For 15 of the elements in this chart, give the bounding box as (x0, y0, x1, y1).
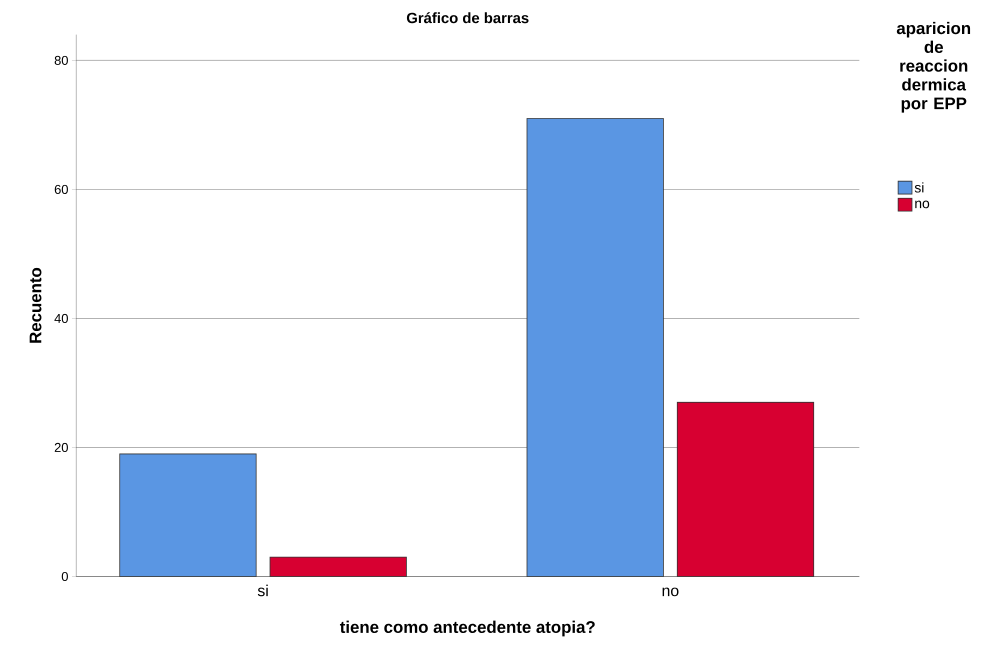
legend-label: no (915, 200, 930, 208)
chart-title: Gráfico de barras (406, 12, 529, 24)
bar (119, 454, 257, 578)
y-tick-label: 60 (54, 185, 68, 194)
y-tick-label: 40 (54, 314, 68, 324)
x-axis-title: tiene como antecedente atopia? (340, 620, 595, 637)
bar (676, 402, 814, 578)
y-axis-title: Recuento (30, 268, 42, 343)
bar (526, 118, 664, 578)
legend-title: aparicion de reaccion dermica por EPP (896, 22, 970, 113)
y-tick-label: 20 (54, 443, 68, 452)
bar (270, 556, 407, 578)
y-tick-label: 80 (54, 56, 68, 66)
y-tick-label: 0 (62, 572, 68, 582)
legend-label: si (914, 182, 924, 193)
